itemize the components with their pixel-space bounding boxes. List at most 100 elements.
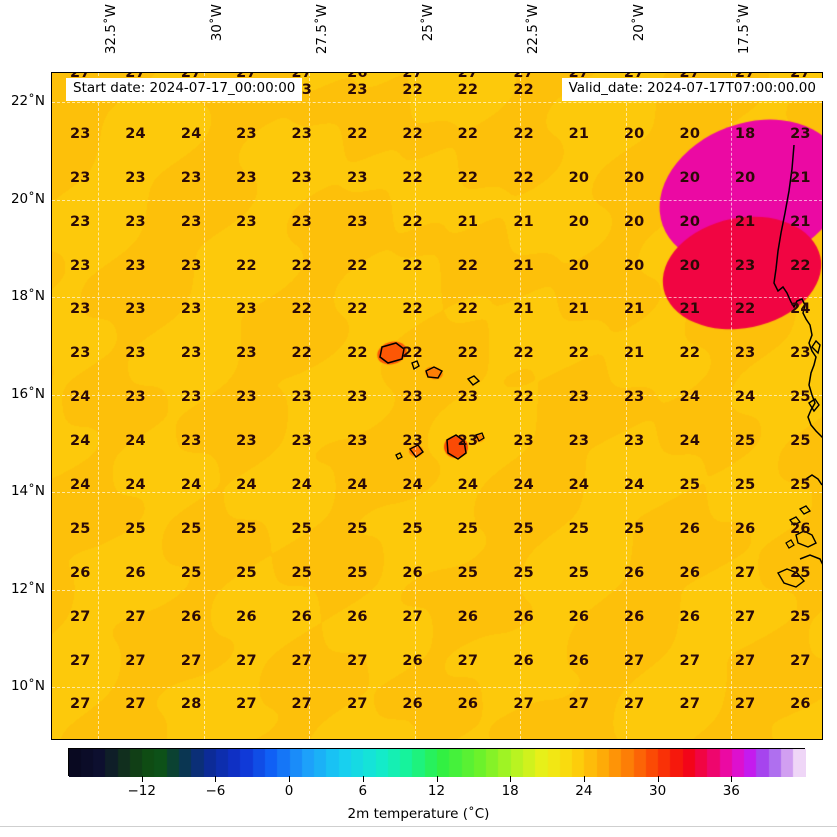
grid-value-label: 20 xyxy=(734,169,756,186)
grid-value-label: 27 xyxy=(790,652,811,669)
grid-value-label: 24 xyxy=(180,477,202,493)
grid-value-label: 24 xyxy=(347,477,368,493)
grid-value-label: 21 xyxy=(513,257,534,274)
figure-divider xyxy=(0,826,837,827)
grid-value-label: 27 xyxy=(568,696,590,713)
grid-value-label: 25 xyxy=(347,520,368,537)
grid-value-label: 21 xyxy=(623,345,645,362)
grid-value-label: 23 xyxy=(623,389,645,406)
grid-value-label: 25 xyxy=(734,477,756,493)
grid-value-label: 25 xyxy=(457,520,479,537)
grid-value-label: 21 xyxy=(513,301,534,318)
grid-value-label: 23 xyxy=(347,169,368,186)
grid-value-label: 25 xyxy=(513,520,534,537)
grid-value-label: 22 xyxy=(457,345,479,362)
grid-value-label: 22 xyxy=(457,169,479,186)
lat-tick-label: 16˚N xyxy=(10,385,45,402)
colorbar-tick-label: 30 xyxy=(649,783,667,799)
grid-value-label: 22 xyxy=(513,125,534,142)
grid-value-label: 22 xyxy=(402,301,423,318)
grid-value-label: 23 xyxy=(347,433,368,450)
colorbar-tick-mark xyxy=(141,776,143,782)
grid-value-label: 23 xyxy=(125,389,146,406)
colorbar-tick-label: 6 xyxy=(358,783,368,799)
grid-value-label: 23 xyxy=(457,433,479,450)
grid-value-label: 25 xyxy=(347,564,368,581)
grid-value-label: 23 xyxy=(402,389,423,406)
grid-value-label: 24 xyxy=(790,301,811,318)
lat-tick-label: 22˚N xyxy=(10,93,45,110)
grid-value-label: 26 xyxy=(568,608,590,625)
grid-value-label: 21 xyxy=(734,213,756,230)
grid-value-label: 20 xyxy=(623,257,645,274)
grid-value-label: 25 xyxy=(513,564,534,581)
lon-tick-label: 17.5˚W xyxy=(736,4,753,55)
grid-value-label: 25 xyxy=(236,520,257,537)
grid-value-label: 22 xyxy=(457,125,479,142)
grid-value-label: 22 xyxy=(513,82,534,99)
grid-value-label: 25 xyxy=(568,564,590,581)
lat-tick-label: 10˚N xyxy=(10,678,45,695)
grid-value-label: 25 xyxy=(402,520,423,537)
grid-value-label: 22 xyxy=(457,82,479,99)
colorbar-tick-mark xyxy=(731,776,733,782)
grid-value-label: 25 xyxy=(623,520,645,537)
grid-value-label: 22 xyxy=(790,257,811,274)
grid-value-label: 27 xyxy=(679,652,701,669)
grid-value-label: 27 xyxy=(125,72,146,81)
grid-value-label: 24 xyxy=(457,477,479,493)
grid-value-label: 27 xyxy=(402,72,423,81)
valid-date-annotation: Valid_date: 2024-07-17T07:00:00.00 xyxy=(561,78,823,101)
grid-value-label: 25 xyxy=(790,433,811,450)
grid-value-label: 23 xyxy=(125,257,146,274)
grid-value-label: 27 xyxy=(734,564,756,581)
lon-tick-label: 27.5˚W xyxy=(314,4,331,55)
grid-value-label: 27 xyxy=(125,696,146,713)
grid-value-label: 27 xyxy=(69,652,91,669)
grid-value-label: 23 xyxy=(180,345,202,362)
grid-value-label: 22 xyxy=(347,301,368,318)
grid-value-label: 22 xyxy=(513,389,534,406)
grid-value-label: 25 xyxy=(790,608,811,625)
grid-value-label: 27 xyxy=(402,608,423,625)
grid-value-label: 26 xyxy=(347,608,368,625)
grid-value-label: 26 xyxy=(347,72,368,81)
grid-value-label: 21 xyxy=(790,169,811,186)
lat-tick-label: 18˚N xyxy=(10,288,45,305)
grid-value-label: 23 xyxy=(69,301,91,318)
grid-value-label: 28 xyxy=(180,696,202,713)
grid-value-label: 26 xyxy=(457,608,479,625)
grid-value-label: 22 xyxy=(347,345,368,362)
colorbar-tick-label: 36 xyxy=(722,783,740,799)
grid-value-label: 27 xyxy=(125,608,146,625)
grid-value-label: 22 xyxy=(347,125,368,142)
grid-value-label: 23 xyxy=(734,345,756,362)
grid-value-label: 27 xyxy=(568,72,590,81)
grid-value-label: 27 xyxy=(734,608,756,625)
grid-value-label: 26 xyxy=(679,608,701,625)
grid-value-label: 27 xyxy=(69,608,91,625)
grid-value-label: 27 xyxy=(236,72,257,81)
grid-value-label: 22 xyxy=(347,257,368,274)
lat-tick-label: 20˚N xyxy=(10,190,45,207)
grid-value-label: 25 xyxy=(291,520,313,537)
grid-value-label: 23 xyxy=(69,257,91,274)
map-axes[interactable]: 2324242423232222222222221923232424232322… xyxy=(51,72,823,740)
colorbar-tick-mark xyxy=(215,776,217,782)
grid-value-label: 23 xyxy=(125,213,146,230)
grid-value-label: 27 xyxy=(291,72,313,81)
grid-value-label: 24 xyxy=(291,477,313,493)
colorbar[interactable]: −12 −6 0 6 12 18 24 30 36 xyxy=(68,748,806,799)
grid-value-label: 24 xyxy=(69,477,91,493)
grid-value-label: 23 xyxy=(69,345,91,362)
temperature-field xyxy=(52,73,822,739)
grid-value-label: 27 xyxy=(236,696,257,713)
lon-tick-label: 32.5˚W xyxy=(103,4,120,55)
grid-value-label: 21 xyxy=(568,125,590,142)
grid-value-label: 24 xyxy=(402,477,423,493)
grid-value-label: 23 xyxy=(790,345,811,362)
grid-value-label: 26 xyxy=(679,564,701,581)
grid-value-label: 27 xyxy=(513,696,534,713)
colorbar-tick-mark xyxy=(583,776,585,782)
start-date-annotation: Start date: 2024-07-17_00:00:00 xyxy=(66,78,303,101)
